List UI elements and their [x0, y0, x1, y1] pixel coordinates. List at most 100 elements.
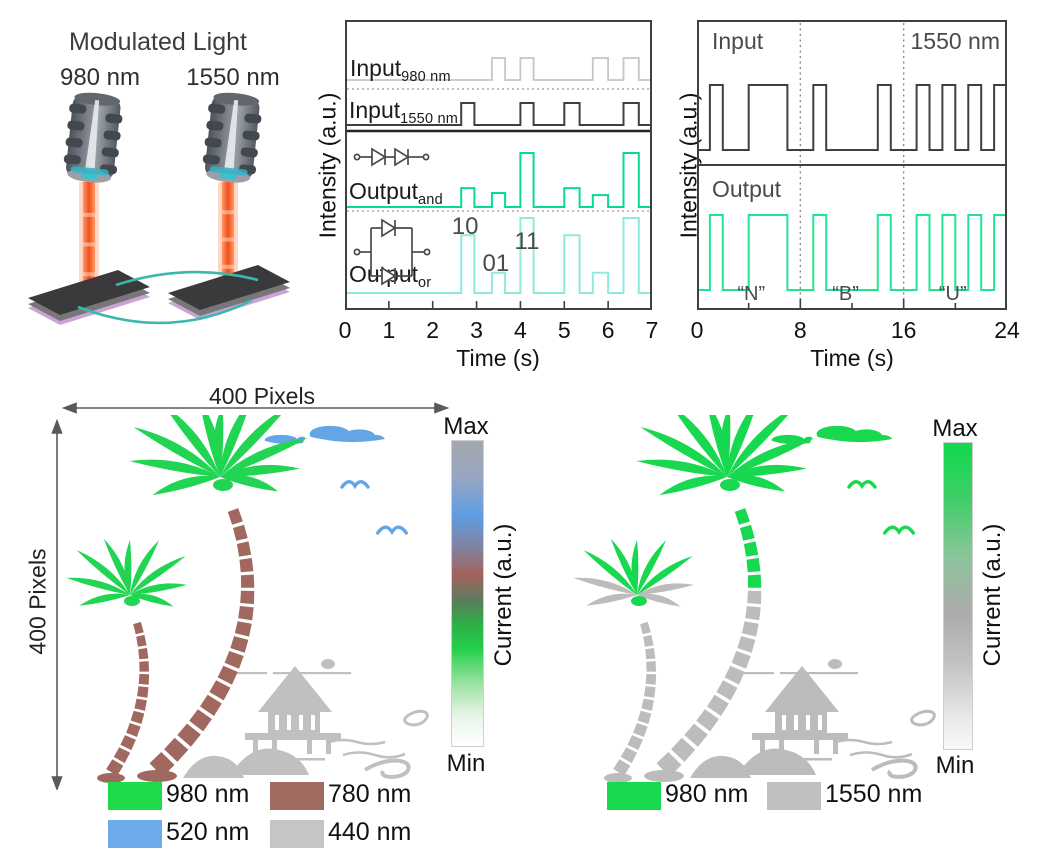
- palm-trunk-segment: [746, 558, 761, 573]
- hut-window-slit: [287, 715, 291, 730]
- palm-trunk-segment: [724, 665, 745, 685]
- palm-trunk-segment: [227, 508, 243, 525]
- hut-reflection: [293, 758, 325, 761]
- palm-crown: [631, 596, 647, 606]
- trace-label-input-980nm: Input980 nm: [350, 55, 451, 85]
- x-tick-label: 2: [426, 317, 440, 343]
- bird-icon: [376, 525, 408, 535]
- palm-trunk-segment: [234, 621, 252, 637]
- legend-swatch: [108, 820, 162, 848]
- laser-beam: [222, 182, 234, 283]
- palm-frond: [637, 583, 695, 595]
- palm-trunk-segment: [137, 686, 149, 698]
- legend-label: 440 nm: [328, 818, 412, 846]
- x-tick-label: 3: [470, 317, 483, 343]
- palm-frond: [152, 475, 220, 496]
- palm-trunk-segment: [646, 661, 656, 672]
- palm-trunk-segment: [656, 752, 682, 777]
- laser-diagram: [28, 92, 290, 325]
- bird-icon: [883, 525, 915, 535]
- beam-segment-gap: [83, 212, 95, 217]
- waveform-output-and: [345, 152, 652, 208]
- hut-window-slit: [275, 715, 279, 730]
- x-tick-label: 8: [793, 317, 807, 343]
- water-ripple: [835, 738, 893, 746]
- laser-rib: [244, 113, 262, 124]
- water-curl: [403, 709, 429, 727]
- rock: [230, 748, 309, 775]
- palm-trunk-segment: [106, 759, 124, 776]
- laser-top-cap: [213, 92, 260, 106]
- bird-icon: [340, 480, 370, 490]
- palm-frond: [640, 427, 727, 477]
- rock: [183, 755, 244, 778]
- x-tick-label: 6: [601, 317, 615, 343]
- palm-trunk-segment: [236, 541, 252, 557]
- palm-trunk-segment: [138, 648, 149, 660]
- hut-roof-tuft: [321, 659, 335, 669]
- palm-frond: [220, 438, 308, 477]
- legend-label: 980 nm: [166, 780, 250, 808]
- laser-teal-ring: [209, 166, 248, 176]
- logic-plot-xlabel: Time (s): [456, 345, 540, 371]
- palm-trunk-segment: [737, 636, 756, 653]
- colorbar-right-min: Min: [935, 752, 975, 779]
- laser-aperture: [220, 173, 237, 180]
- legend-swatch: [767, 782, 821, 810]
- connection-wire: [115, 270, 259, 287]
- laser-highlight: [223, 100, 239, 177]
- plot-frame: [345, 20, 652, 310]
- palm-frond: [220, 415, 247, 477]
- laser-rib: [208, 103, 226, 114]
- hut-stilt: [272, 740, 277, 754]
- ascii-input-label: Input: [712, 28, 764, 54]
- laser-rib: [242, 130, 260, 141]
- laser-rib: [67, 120, 85, 131]
- palm-trunk-segment: [613, 759, 631, 776]
- palm-frond: [586, 593, 637, 606]
- hut-window-slit: [782, 715, 786, 730]
- laser-diode: [202, 92, 262, 183]
- legend-label: 780 nm: [328, 780, 412, 808]
- palm-frond: [129, 459, 220, 477]
- map-height-label: 400 Pixels: [24, 548, 51, 655]
- laser-rib: [103, 130, 121, 141]
- x-tick-label: 5: [557, 317, 571, 343]
- palm-frond: [103, 538, 130, 595]
- ascii-wavelength-label: 1550 nm: [910, 28, 1000, 54]
- x-tick-label: 1: [382, 317, 396, 343]
- palm-frond: [130, 593, 174, 607]
- hut-platform: [245, 733, 341, 740]
- palm-frond: [220, 475, 279, 492]
- hut-window-slit: [806, 715, 810, 730]
- beach-scene-multiwavelength: [66, 415, 429, 783]
- palm-trunk-segment: [627, 735, 643, 751]
- water-curl: [910, 709, 936, 727]
- colorbar-left-min: Min: [446, 750, 486, 777]
- palm-trunk-segment: [239, 558, 254, 573]
- palm-frond: [220, 415, 282, 477]
- legend-swatch: [270, 820, 324, 848]
- palm-trunk-segment: [233, 524, 248, 541]
- palm-crown: [720, 479, 740, 491]
- palm-trunk-segment: [133, 621, 144, 635]
- laser-diode: [63, 92, 123, 183]
- laser-rib: [202, 154, 220, 165]
- palm-frond: [573, 577, 637, 595]
- palm-frond: [220, 464, 300, 477]
- water-ripple: [342, 751, 406, 759]
- colorbar-left-max: Max: [443, 413, 489, 440]
- hut-stilt: [307, 740, 312, 754]
- hut-stilt: [814, 740, 819, 754]
- laser-rib: [204, 137, 222, 148]
- laser-rib: [101, 147, 119, 158]
- horizon-line: [780, 672, 858, 675]
- hut-window-slit: [299, 715, 303, 730]
- hut-window-slit: [794, 715, 798, 730]
- trunk-base: [137, 770, 177, 782]
- palm-trunk-segment: [126, 723, 141, 737]
- waveform-input-1550-nm: [345, 102, 652, 126]
- map-width-label: 400 Pixels: [208, 383, 316, 409]
- x-tick-label: 24: [994, 317, 1020, 343]
